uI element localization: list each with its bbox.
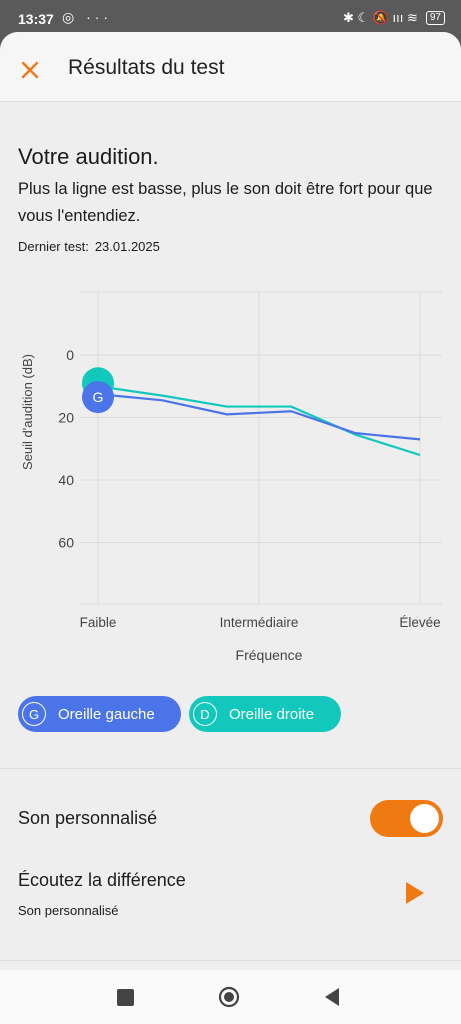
battery-icon: 97: [425, 11, 445, 25]
last-test-info: Dernier test: 23.01.2025: [18, 239, 160, 254]
legend-right-ear-button[interactable]: D Oreille droite: [189, 696, 341, 732]
x-axis-label: Fréquence: [236, 647, 303, 663]
chart-series: G: [82, 367, 421, 457]
status-right-icons: ✱ ☾ 🔕 ııı ≋ 97: [343, 10, 445, 26]
results-sheet: Résultats du test: [0, 32, 461, 1024]
y-tick-label: 0: [66, 347, 74, 363]
app-bar: Résultats du test: [0, 32, 461, 102]
section-title: Votre audition.: [18, 144, 159, 169]
left-ear-marker: G: [22, 702, 46, 726]
x-tick-label: Faible: [80, 615, 117, 630]
right-ear-marker: D: [193, 702, 217, 726]
system-icons: ✱ ☾ 🔕 ııı ≋: [342, 10, 418, 25]
x-tick-label: Élevée: [399, 615, 440, 630]
notification-icons: ◎ ···: [62, 9, 113, 25]
chart-grid: [80, 291, 442, 605]
status-bar: 13:37 ◎ ··· ✱ ☾ 🔕 ııı ≋ 97: [0, 0, 461, 38]
y-tick-labels: 0 20 40 60: [58, 347, 74, 551]
left-ear-label: Oreille gauche: [58, 705, 155, 723]
series-marker-label: G: [93, 389, 104, 405]
x-tick-labels: Faible Intermédiaire Élevée: [80, 615, 441, 630]
right-ear-label: Oreille droite: [229, 705, 315, 723]
play-icon[interactable]: [400, 879, 428, 907]
last-test-label: Dernier test:: [18, 239, 89, 254]
hearing-chart: 0 20 40 60 Faible Intermédiaire Élevée G Seui…: [20, 291, 442, 663]
close-icon[interactable]: [18, 58, 42, 82]
x-tick-label: Intermédiaire: [220, 615, 299, 630]
recent-apps-icon[interactable]: [117, 989, 134, 1006]
custom-sound-label: Son personnalisé: [18, 808, 158, 828]
status-time: 13:37: [18, 11, 54, 27]
y-tick-label: 40: [58, 472, 74, 488]
description-text: Plus la ligne est basse, plus le son doi…: [18, 180, 433, 225]
divider: [0, 768, 461, 769]
legend-left-ear-button[interactable]: G Oreille gauche: [18, 696, 181, 732]
listen-difference-title: Écoutez la différence: [18, 870, 186, 890]
last-test-date: 23.01.2025: [94, 239, 160, 254]
series-line: [97, 392, 421, 441]
y-axis-label: Seuil d'audition (dB): [20, 354, 35, 470]
divider-bottom: [0, 960, 461, 961]
series-line: [97, 385, 421, 457]
back-icon[interactable]: [322, 986, 342, 1008]
listen-difference-subtitle: Son personnalisé: [18, 903, 119, 918]
home-icon[interactable]: [218, 986, 240, 1008]
y-tick-label: 20: [58, 410, 74, 426]
y-tick-label: 60: [58, 535, 74, 551]
series-marker-left: [82, 381, 114, 414]
toggle-knob: [410, 804, 439, 833]
page-title: Résultats du test: [68, 56, 225, 79]
custom-sound-toggle[interactable]: [370, 800, 443, 837]
